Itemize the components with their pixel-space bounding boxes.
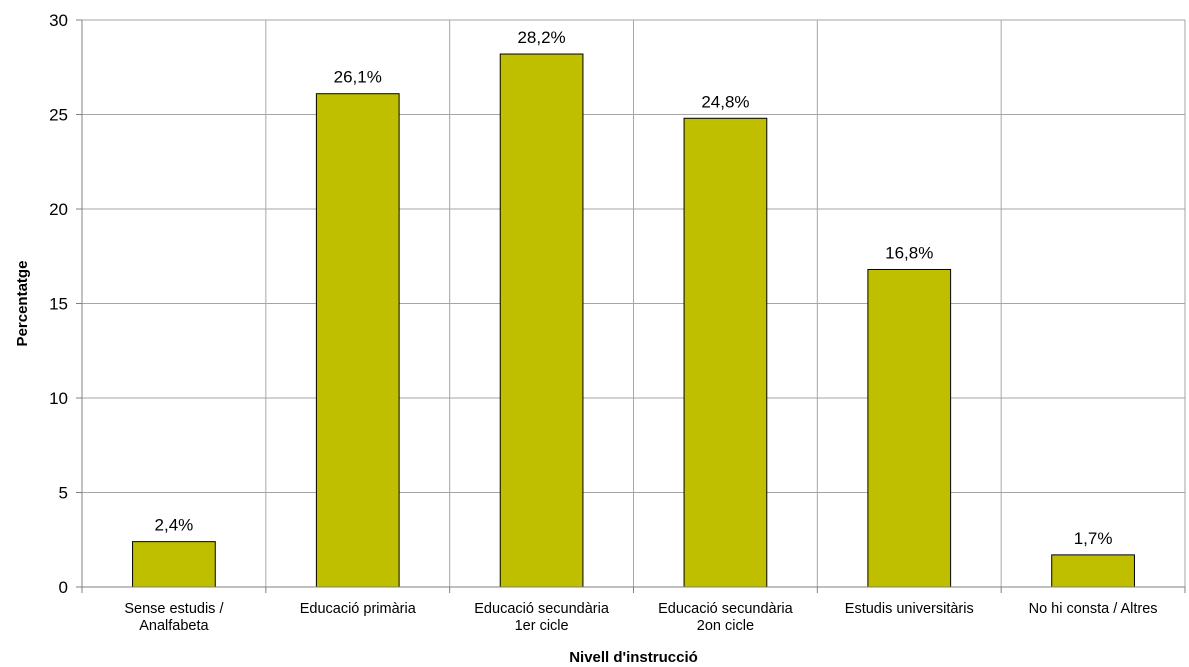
bar (315, 93, 400, 588)
data-label: 28,2% (517, 28, 565, 47)
category-label: Educació secundària (658, 601, 794, 617)
data-label: 1,7% (1074, 529, 1113, 548)
category-label: 2on cicle (697, 618, 754, 634)
y-tick-label: 5 (59, 484, 68, 503)
bars (132, 53, 1135, 588)
data-labels: 2,4% 26,1% 28,2% 24,8% 16,8% 1,7% (155, 28, 1113, 548)
y-tick-label: 30 (49, 11, 68, 30)
y-tick-label: 10 (49, 389, 68, 408)
data-label: 16,8% (885, 243, 933, 262)
bar (132, 541, 216, 588)
category-label: 1er cicle (515, 618, 569, 634)
category-label: No hi consta / Altres (1029, 601, 1158, 617)
bar (683, 117, 768, 588)
x-tick-labels: Sense estudis /Analfabeta Educació primàr… (124, 601, 1157, 634)
y-tick-label: 25 (49, 106, 68, 125)
y-tick-labels: 0 5 10 15 20 25 30 (49, 11, 68, 597)
data-label: 26,1% (334, 68, 382, 87)
category-label: Educació primària (300, 601, 417, 617)
bar (1051, 554, 1135, 588)
data-label: 24,8% (701, 92, 749, 111)
category-label: Educació secundària (474, 601, 610, 617)
data-label: 2,4% (155, 516, 194, 535)
y-tick-label: 20 (49, 200, 68, 219)
y-axis-title: Percentatge (14, 261, 31, 347)
bar (499, 53, 584, 588)
category-label: Analfabeta (139, 618, 209, 634)
axes (76, 19, 1186, 593)
y-tick-label: 15 (49, 295, 68, 314)
x-axis-title: Nivell d'instrucció (569, 649, 698, 666)
bar (867, 268, 952, 588)
category-label: Estudis universitàris (845, 601, 974, 617)
gridlines (82, 19, 1186, 587)
category-label: Sense estudis / (124, 601, 224, 617)
y-tick-label: 0 (59, 578, 68, 597)
